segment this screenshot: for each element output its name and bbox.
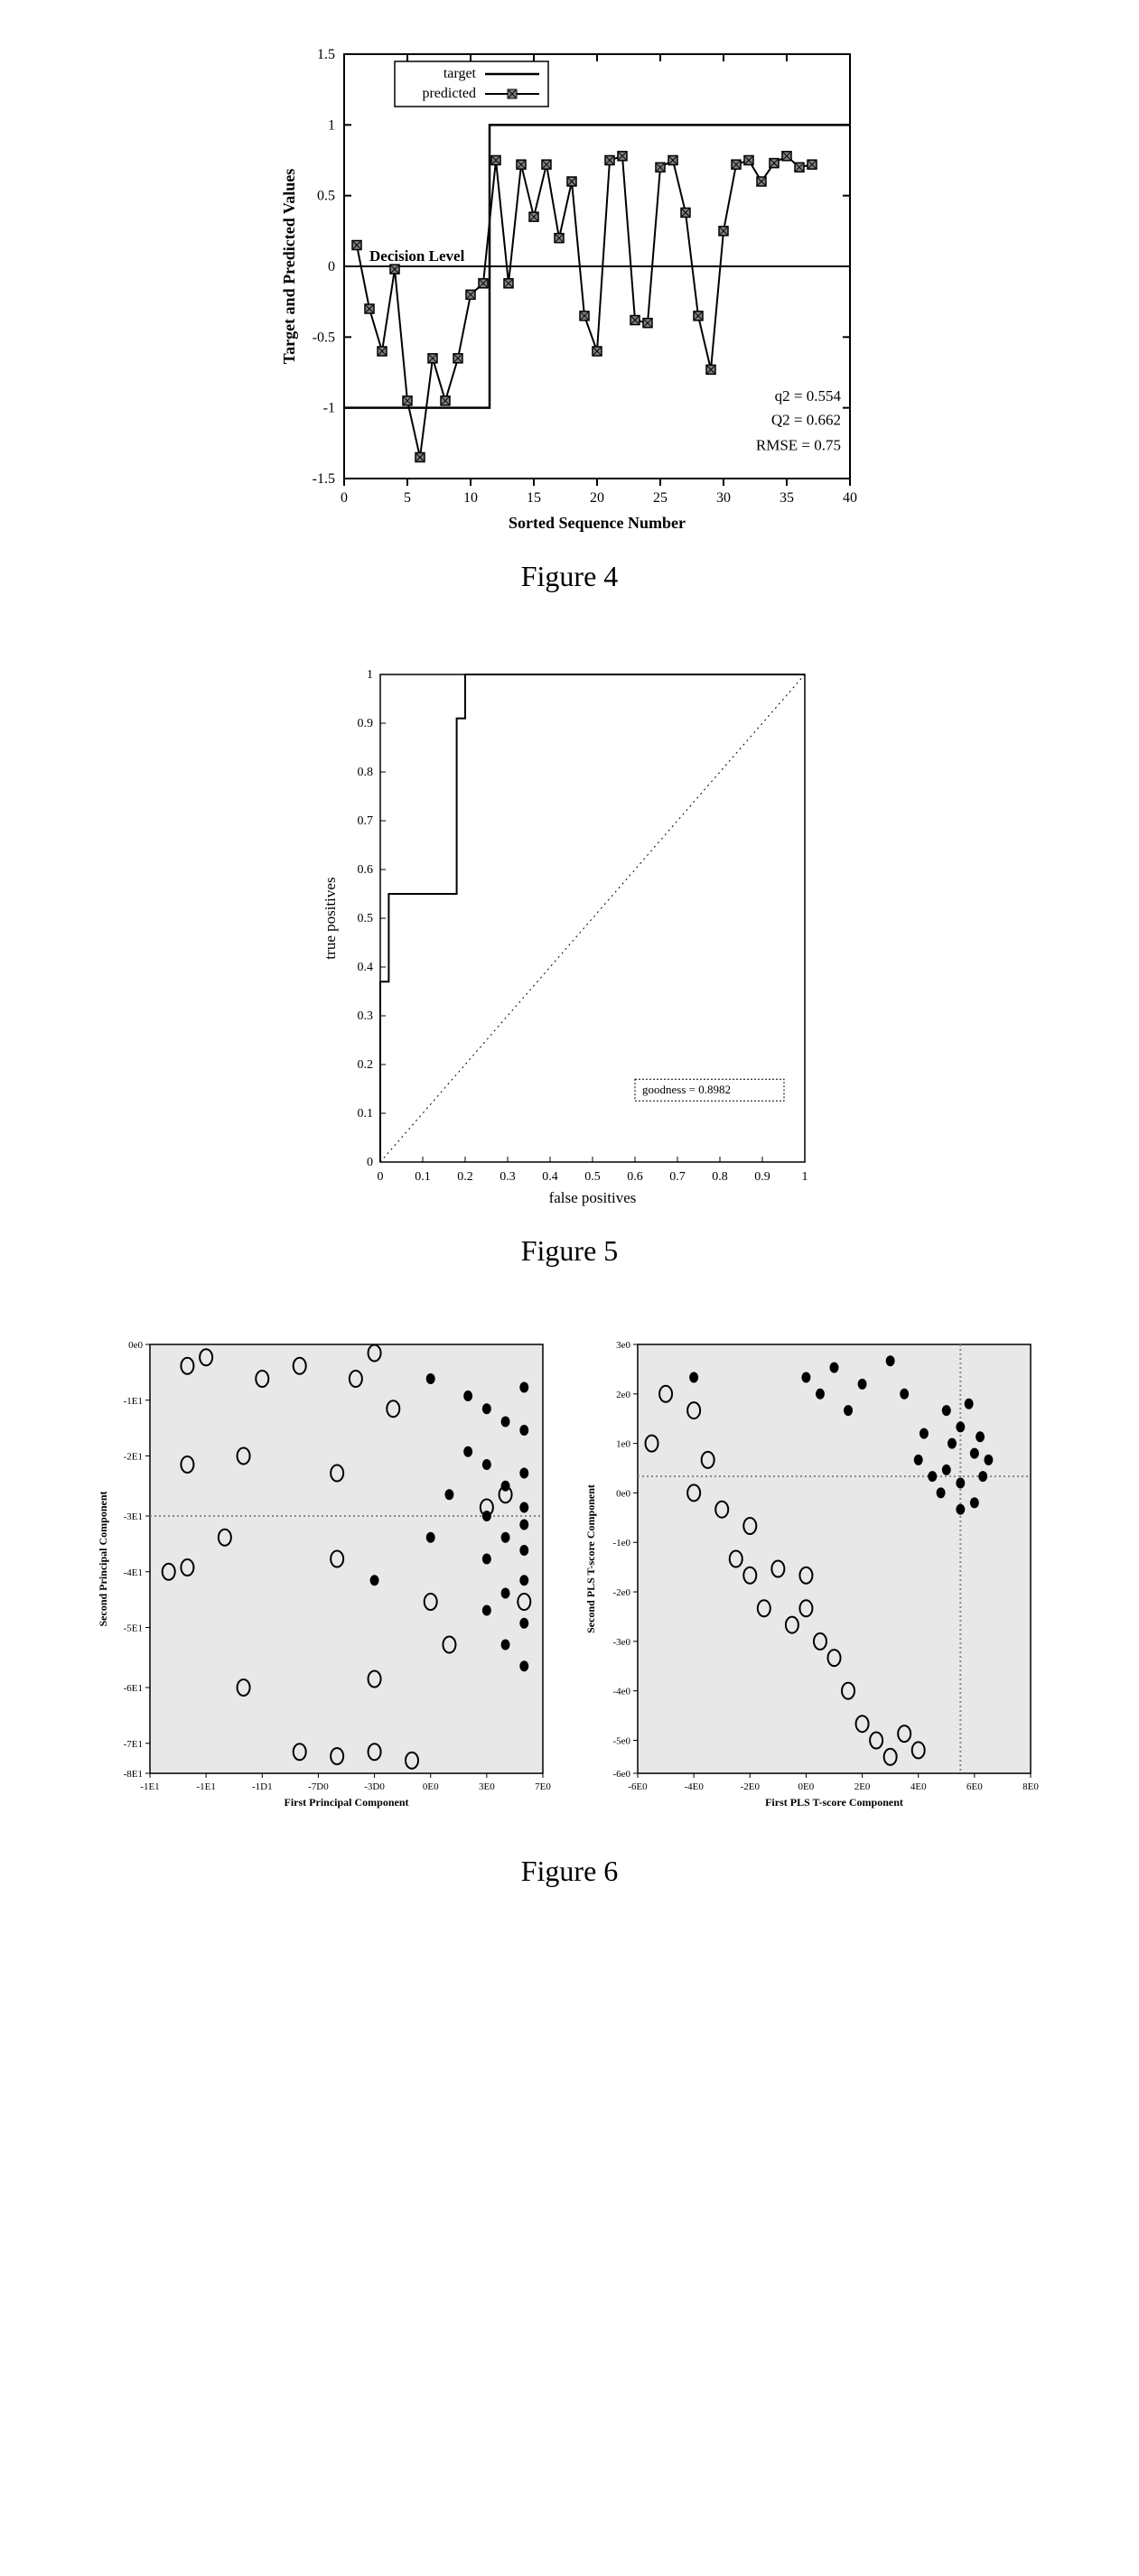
svg-text:0.7: 0.7	[669, 1170, 686, 1184]
svg-text:2e0: 2e0	[616, 1390, 630, 1400]
svg-text:-1e0: -1e0	[612, 1538, 630, 1548]
svg-text:RMSE = 0.75: RMSE = 0.75	[755, 437, 840, 454]
figure-5-caption: Figure 5	[72, 1234, 1067, 1268]
svg-text:0: 0	[367, 1156, 373, 1169]
svg-text:-3D0: -3D0	[364, 1781, 385, 1792]
svg-text:-4e0: -4e0	[612, 1687, 630, 1697]
svg-text:0.4: 0.4	[542, 1170, 558, 1184]
svg-text:-0.5: -0.5	[312, 330, 334, 345]
svg-text:1e0: 1e0	[616, 1439, 630, 1450]
svg-text:4E0: 4E0	[910, 1781, 926, 1792]
svg-text:35: 35	[780, 490, 794, 506]
svg-text:-1: -1	[322, 401, 334, 416]
svg-text:0: 0	[328, 259, 335, 274]
svg-text:1: 1	[367, 668, 373, 682]
svg-text:-6E1: -6E1	[123, 1683, 142, 1694]
svg-text:0.8: 0.8	[712, 1170, 728, 1184]
svg-text:-7E1: -7E1	[123, 1739, 142, 1750]
svg-text:Sorted Sequence Number: Sorted Sequence Number	[509, 514, 686, 532]
svg-text:Target and Predicted Values: Target and Predicted Values	[280, 169, 298, 365]
svg-text:-1E1: -1E1	[140, 1781, 159, 1792]
svg-text:3e0: 3e0	[616, 1340, 630, 1351]
svg-text:7E0: 7E0	[535, 1781, 551, 1792]
figure-6-chart: -1E1 -1E1 -1D1 -7D0 -3D0 0E0 3E0 7E0 0e0 -1E1 -2E1…	[91, 1331, 1049, 1837]
svg-text:0.8: 0.8	[357, 766, 373, 779]
svg-text:0e0: 0e0	[128, 1340, 143, 1351]
svg-text:-2e0: -2e0	[612, 1587, 630, 1598]
svg-text:5: 5	[404, 490, 411, 506]
svg-text:30: 30	[716, 490, 731, 506]
svg-text:0.3: 0.3	[499, 1170, 516, 1184]
svg-text:2E0: 2E0	[854, 1781, 870, 1792]
svg-text:-3E1: -3E1	[123, 1511, 142, 1522]
svg-text:Second PLS T-score Component: Second PLS T-score Component	[584, 1484, 597, 1633]
svg-text:target: target	[443, 66, 476, 81]
svg-text:0E0: 0E0	[422, 1781, 438, 1792]
svg-text:6E0: 6E0	[966, 1781, 982, 1792]
svg-text:-4E1: -4E1	[123, 1567, 142, 1578]
svg-text:0: 0	[377, 1170, 383, 1184]
svg-text:0: 0	[341, 490, 348, 506]
svg-text:0.1: 0.1	[415, 1170, 431, 1184]
svg-text:-8E1: -8E1	[123, 1769, 142, 1780]
svg-text:0.6: 0.6	[627, 1170, 643, 1184]
svg-text:0.4: 0.4	[357, 961, 373, 974]
svg-text:15: 15	[527, 490, 541, 506]
svg-text:-5E1: -5E1	[123, 1623, 142, 1634]
svg-text:0.2: 0.2	[457, 1170, 473, 1184]
svg-text:0.3: 0.3	[357, 1009, 373, 1023]
svg-text:predicted: predicted	[422, 86, 476, 101]
svg-text:0.7: 0.7	[357, 814, 373, 828]
figure-5-block: 00 0.1 0.1 0.2 0.2 0.3 0.3 0.4 0.4 0.5 0.5 0.6 0.6 0.…	[72, 656, 1067, 1268]
svg-text:0.1: 0.1	[357, 1107, 373, 1121]
svg-text:-1.5: -1.5	[312, 471, 334, 487]
svg-text:goodness = 0.8982: goodness = 0.8982	[642, 1083, 731, 1096]
svg-text:-3e0: -3e0	[612, 1637, 630, 1648]
svg-text:1.5: 1.5	[317, 47, 335, 62]
figure-6-caption: Figure 6	[72, 1855, 1067, 1888]
svg-text:Decision Level: Decision Level	[369, 247, 465, 265]
svg-text:8E0: 8E0	[1022, 1781, 1039, 1792]
svg-text:-1E1: -1E1	[196, 1781, 215, 1792]
svg-text:-1D1: -1D1	[251, 1781, 272, 1792]
svg-text:-4E0: -4E0	[684, 1781, 704, 1792]
figure-4-block: 0 5 10 15 20 25 30 35 40 -1.5 -1 -0.5 0 0.5 1 1.5 Sorted…	[72, 36, 1067, 593]
svg-text:0.9: 0.9	[357, 717, 373, 730]
svg-text:0.5: 0.5	[317, 189, 335, 204]
svg-text:First PLS T-score Component: First PLS T-score Component	[765, 1796, 903, 1809]
svg-text:3E0: 3E0	[478, 1781, 494, 1792]
svg-text:1: 1	[328, 117, 335, 133]
svg-text:Second Principal Component: Second Principal Component	[97, 1491, 109, 1626]
svg-text:-6E0: -6E0	[628, 1781, 648, 1792]
svg-text:0E0: 0E0	[798, 1781, 814, 1792]
svg-text:20: 20	[590, 490, 604, 506]
svg-text:40: 40	[843, 490, 857, 506]
svg-text:q2 = 0.554: q2 = 0.554	[774, 387, 841, 405]
svg-text:0.6: 0.6	[357, 863, 373, 877]
svg-text:0.9: 0.9	[754, 1170, 770, 1184]
figure-4-chart: 0 5 10 15 20 25 30 35 40 -1.5 -1 -0.5 0 0.5 1 1.5 Sorted…	[263, 36, 877, 542]
svg-text:-7D0: -7D0	[308, 1781, 329, 1792]
svg-text:10: 10	[463, 490, 478, 506]
svg-text:1: 1	[801, 1170, 808, 1184]
svg-text:-5e0: -5e0	[612, 1735, 630, 1746]
svg-text:0.2: 0.2	[357, 1058, 373, 1072]
svg-text:-2E0: -2E0	[740, 1781, 760, 1792]
svg-text:0.5: 0.5	[584, 1170, 601, 1184]
svg-text:0.5: 0.5	[357, 912, 373, 925]
svg-text:true positives: true positives	[322, 877, 339, 959]
figure-4-caption: Figure 4	[72, 560, 1067, 593]
svg-text:0e0: 0e0	[616, 1488, 630, 1499]
svg-text:First Principal Component: First Principal Component	[284, 1796, 408, 1809]
svg-text:-6e0: -6e0	[612, 1769, 630, 1780]
svg-text:false positives: false positives	[548, 1189, 636, 1206]
svg-text:-1E1: -1E1	[123, 1396, 142, 1407]
figure-6-block: -1E1 -1E1 -1D1 -7D0 -3D0 0E0 3E0 7E0 0e0 -1E1 -2E1…	[72, 1331, 1067, 1888]
svg-text:Q2 = 0.662: Q2 = 0.662	[770, 411, 840, 428]
svg-text:25: 25	[653, 490, 668, 506]
figure-5-chart: 00 0.1 0.1 0.2 0.2 0.3 0.3 0.4 0.4 0.5 0.5 0.6 0.6 0.…	[299, 656, 841, 1216]
svg-text:-2E1: -2E1	[123, 1452, 142, 1463]
